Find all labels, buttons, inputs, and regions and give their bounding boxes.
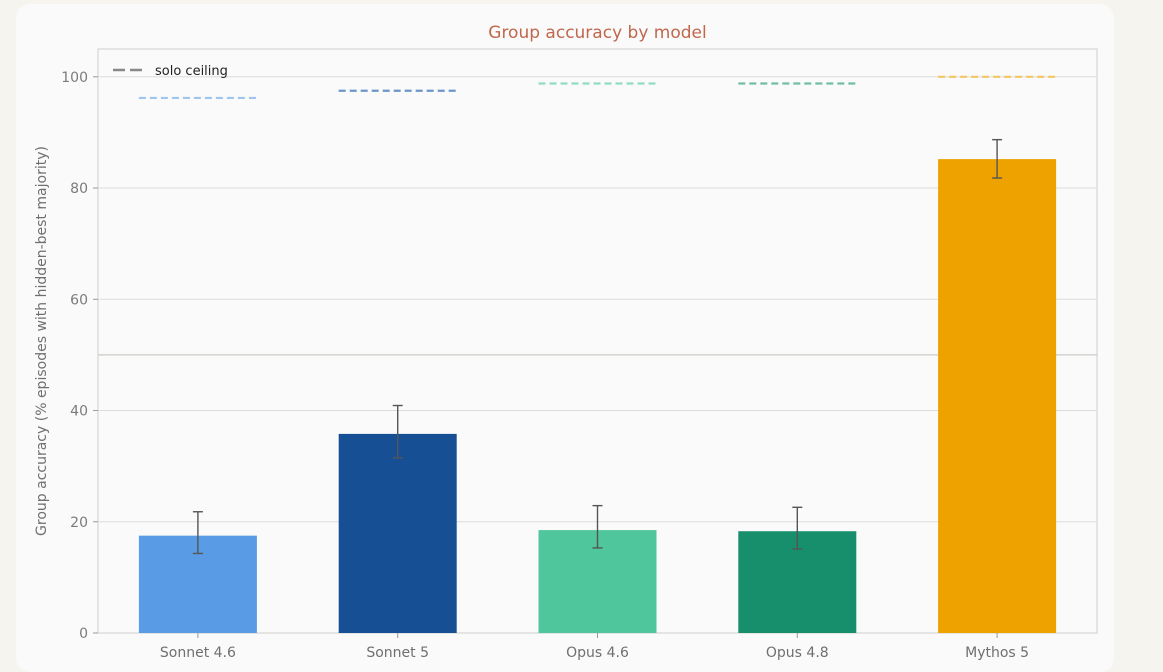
y-tick-label: 20 <box>70 515 88 531</box>
bar-chart: 0 20 40 60 80 100 Sonnet 4.6 Sonnet 5 Opus 4.6 Op… <box>34 23 1098 661</box>
x-tick-label: Opus 4.8 <box>766 645 829 661</box>
x-tick-label: Opus 4.6 <box>566 645 629 661</box>
y-tick-label: 60 <box>70 292 88 308</box>
x-tick-label: Sonnet 4.6 <box>160 645 236 661</box>
x-tick-label: Sonnet 5 <box>366 645 429 661</box>
y-axis-label: Group accuracy (% episodes with hidden-b… <box>34 146 50 536</box>
y-tick-label: 80 <box>70 181 88 197</box>
y-tick-label: 40 <box>70 404 88 420</box>
chart-title: Group accuracy by model <box>488 23 706 43</box>
y-tick-label: 100 <box>61 70 88 86</box>
chart-card: 0 20 40 60 80 100 Sonnet 4.6 Sonnet 5 Opus 4.6 Op… <box>16 4 1114 672</box>
y-tick-label: 0 <box>79 626 88 642</box>
legend-label: solo ceiling <box>155 64 228 79</box>
x-tick-label: Mythos 5 <box>965 645 1029 661</box>
bar <box>338 433 457 633</box>
bar <box>938 159 1057 633</box>
